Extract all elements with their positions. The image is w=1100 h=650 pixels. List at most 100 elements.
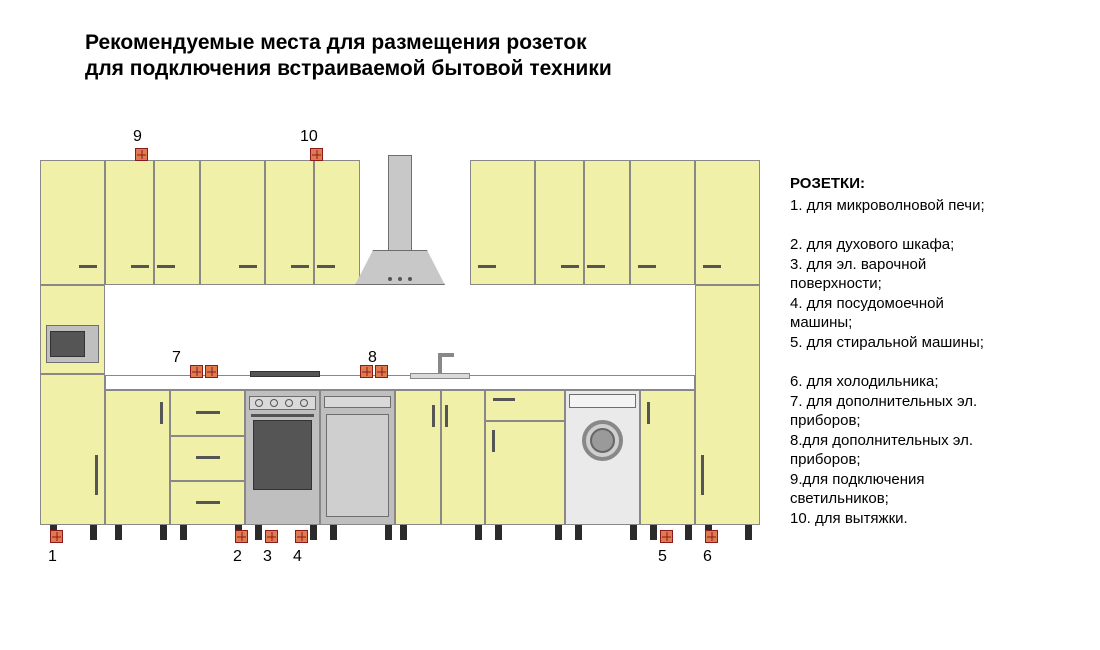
cabinet-leg [475, 525, 482, 540]
legend-item: 4. для посудомоечной машины; [790, 295, 985, 333]
washer-panel [569, 394, 636, 408]
cabinet-leg [555, 525, 562, 540]
legend-item: 3. для эл. варочной поверхности; [790, 256, 985, 294]
cabinet-handle [196, 411, 220, 414]
cabinet-handle [239, 265, 257, 268]
cabinet-handle [701, 455, 704, 495]
outlet-icon [660, 530, 673, 543]
outlet-number: 7 [172, 349, 181, 367]
cabinet-divider [153, 160, 155, 285]
cabinet-leg [310, 525, 317, 540]
legend-item: 6. для холодильника; [790, 373, 985, 392]
shelf-line [40, 373, 105, 375]
cabinet-handle [196, 456, 220, 459]
cabinet-handle [647, 402, 650, 424]
oven-window [253, 420, 312, 490]
legend-title: РОЗЕТКИ: [790, 175, 865, 192]
dishwasher-door [326, 414, 389, 517]
outlet-number: 5 [658, 548, 667, 566]
legend-item: 2. для духового шкафа; [790, 236, 985, 255]
cabinet-handle [561, 265, 579, 268]
cabinet-handle [587, 265, 605, 268]
cabinet-handle [478, 265, 496, 268]
cabinet-divider [313, 160, 315, 285]
outlet-number: 3 [263, 548, 272, 566]
cabinet-handle [638, 265, 656, 268]
cabinet-handle [131, 265, 149, 268]
cabinet-handle [317, 265, 335, 268]
oven-knob [285, 399, 293, 407]
oven-knob [255, 399, 263, 407]
drawer-line [170, 480, 245, 482]
oven-knob [300, 399, 308, 407]
outlet-number: 4 [293, 548, 302, 566]
cabinet-leg [385, 525, 392, 540]
outlet-number: 8 [368, 349, 377, 367]
outlet-number: 2 [233, 548, 242, 566]
outlet-icon [375, 365, 388, 378]
cabinet-handle [492, 430, 495, 452]
faucet-spout [438, 353, 454, 357]
legend-item: 7. для дополнительных эл. приборов; [790, 393, 985, 431]
outlet-number: 6 [703, 548, 712, 566]
hood-duct [388, 155, 412, 255]
cabinet-handle [196, 501, 220, 504]
microwave-window [50, 331, 85, 357]
title-line2: для подключения встраиваемой бытовой тех… [85, 57, 612, 80]
cabinet-leg [115, 525, 122, 540]
cabinet-leg [745, 525, 752, 540]
cabinet-handle [703, 265, 721, 268]
cabinet-leg [685, 525, 692, 540]
cabinet-handle [157, 265, 175, 268]
outlet-icon [235, 530, 248, 543]
cabinet-leg [160, 525, 167, 540]
hood-control [408, 277, 412, 281]
divider [440, 390, 442, 525]
diagram-title: Рекомендуемые места для размещения розет… [85, 30, 612, 83]
outlet-icon [705, 530, 718, 543]
outlet-icon [295, 530, 308, 543]
legend-item: 1. для микроволновой печи; [790, 197, 985, 216]
cabinet-leg [575, 525, 582, 540]
outlet-number: 1 [48, 548, 57, 566]
sink [410, 373, 470, 379]
outlet-number: 10 [300, 128, 318, 146]
lower-cabinet [485, 390, 565, 525]
outlet-icon [310, 148, 323, 161]
legend-item: 9.для подключения светильников; [790, 471, 985, 509]
legend-item: 8.для дополнительных эл. приборов; [790, 432, 985, 470]
outlet-icon [205, 365, 218, 378]
cabinet-handle [79, 265, 97, 268]
cabinet-handle [291, 265, 309, 268]
cabinet-leg [495, 525, 502, 540]
dishwasher-panel [324, 396, 391, 408]
outlet-number: 9 [133, 128, 142, 146]
cabinet-leg [650, 525, 657, 540]
cabinet-handle [432, 405, 435, 427]
title-line1: Рекомендуемые места для размещения розет… [85, 31, 587, 54]
hood-control [388, 277, 392, 281]
hob [250, 371, 320, 377]
drawer-line [170, 435, 245, 437]
cabinet-handle [493, 398, 515, 401]
legend-item: 10. для вытяжки. [790, 510, 985, 529]
cabinet-leg [630, 525, 637, 540]
legend-item: 5. для стиральной машины; [790, 334, 985, 353]
oven-knob [270, 399, 278, 407]
tall-cabinet [695, 285, 760, 525]
shelf-line [485, 420, 565, 422]
washer-glass [590, 428, 615, 453]
cabinet-handle [160, 402, 163, 424]
outlet-icon [50, 530, 63, 543]
cabinet-leg [255, 525, 262, 540]
cabinet-leg [180, 525, 187, 540]
cabinet-leg [90, 525, 97, 540]
cabinet-divider [583, 160, 585, 285]
cabinet-leg [330, 525, 337, 540]
hood-control [398, 277, 402, 281]
cabinet-handle [95, 455, 98, 495]
cabinet-leg [400, 525, 407, 540]
outlet-icon [190, 365, 203, 378]
cabinet-handle [251, 414, 314, 417]
outlet-icon [265, 530, 278, 543]
